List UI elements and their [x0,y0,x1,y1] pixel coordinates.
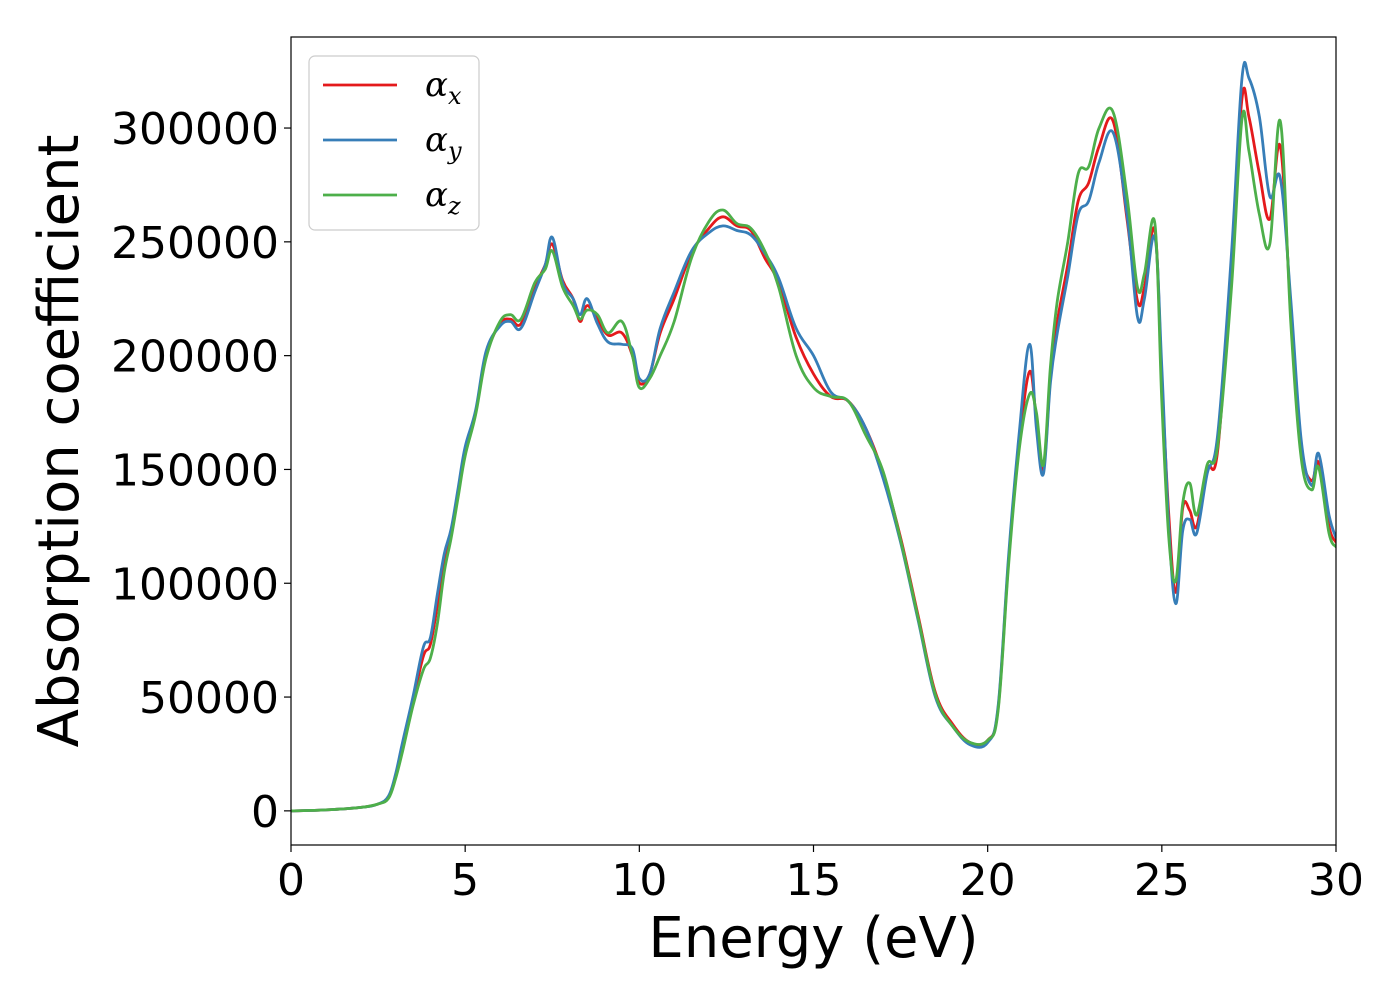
x-tick-label: 30 [1308,855,1364,906]
y-tick-label: 200000 [111,332,279,383]
y-tick-label: 100000 [111,559,279,610]
y-axis-ticks: 0 50000 100000 150000 200000 250000 300000 [111,104,291,838]
series-line-z [291,106,1336,813]
series-lines [291,61,1336,813]
x-tick-label: 10 [611,855,667,906]
y-axis-title: Absorption coefficient [27,135,92,748]
x-tick-label: 25 [1134,855,1190,906]
y-tick-label: 250000 [111,218,279,269]
y-tick-label: 150000 [111,445,279,496]
legend-box [308,55,480,231]
x-axis-title: Energy (eV) [648,906,978,971]
x-tick-label: 5 [451,855,479,906]
x-axis-ticks: 0 5 10 15 20 25 30 [277,845,1364,906]
y-tick-label: 0 [251,787,279,838]
y-tick-label: 50000 [139,673,279,724]
x-tick-label: 20 [960,855,1016,906]
y-tick-label: 300000 [111,104,279,155]
x-tick-label: 15 [786,855,842,906]
x-tick-label: 0 [277,855,305,906]
